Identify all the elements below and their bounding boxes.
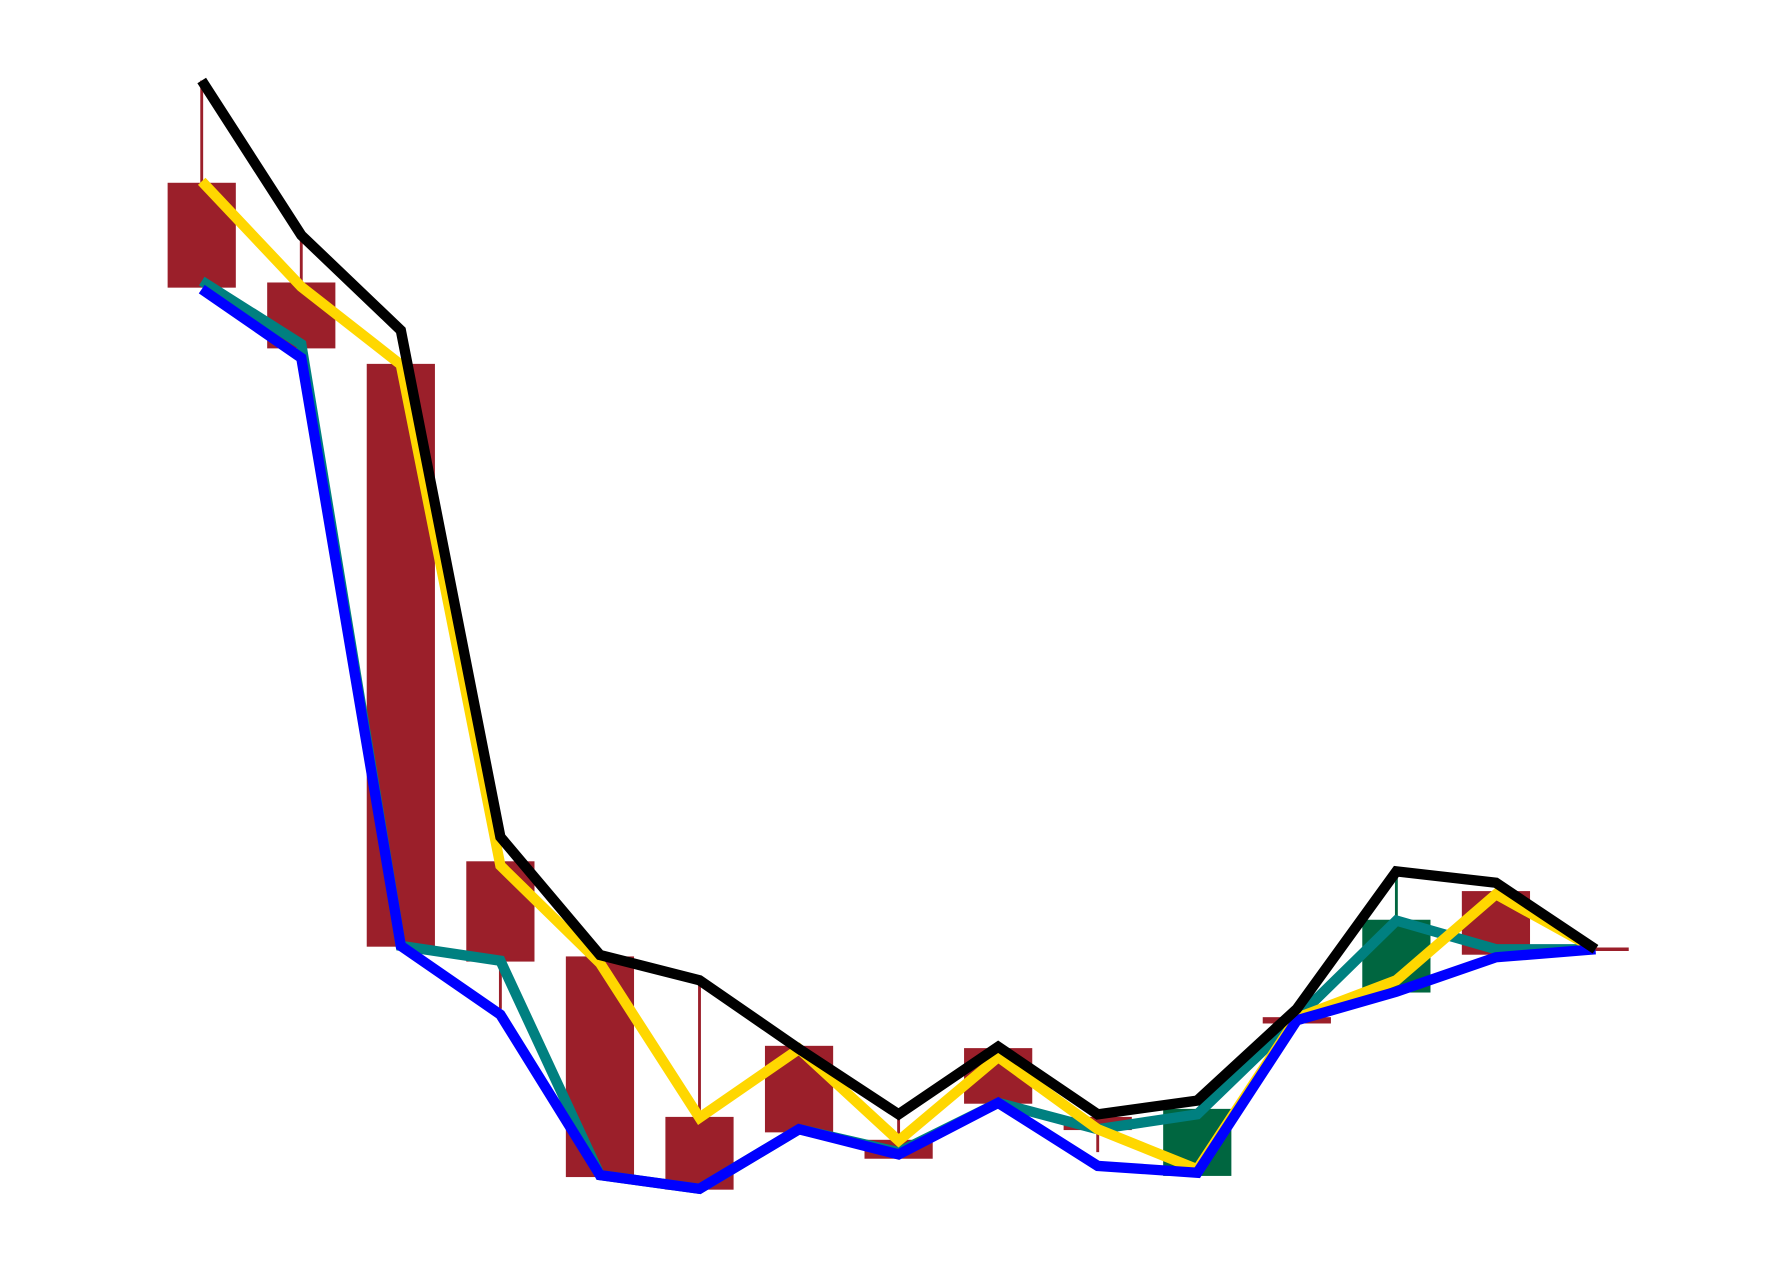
candle-body <box>466 861 535 962</box>
line-series <box>197 177 1598 1176</box>
line-series <box>197 77 1599 1121</box>
line-series <box>198 284 1596 1195</box>
